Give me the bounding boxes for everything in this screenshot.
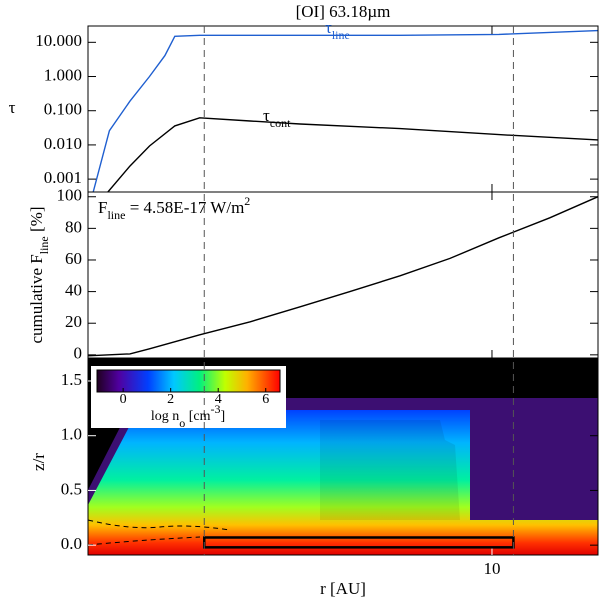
annotation-part: F (98, 198, 107, 217)
colorbar (96, 369, 281, 393)
y-axis-label-part: [%] (27, 207, 46, 237)
x-tick-label: 10 (483, 559, 500, 578)
y-tick-label: 0.0 (61, 534, 82, 553)
colorbar-label-part: ] (220, 409, 225, 424)
y-tick-label: 0.010 (44, 134, 82, 153)
series-label-part: τ (263, 106, 270, 125)
panel-frame (87, 357, 599, 556)
x-axis-label: r [AU] (320, 579, 366, 598)
y-tick-label: 80 (65, 217, 82, 236)
y-axis-label-part: cumulative F (27, 254, 46, 343)
annotation-part: 2 (244, 194, 250, 208)
series-label-part: τ (325, 18, 332, 37)
y-axis-label: z/r (29, 453, 48, 471)
y-tick-label: 10.000 (35, 31, 82, 50)
contour (88, 536, 201, 546)
colorbar-tick-label: 4 (215, 392, 222, 407)
line (88, 196, 598, 357)
map-region (88, 410, 598, 555)
series-label-part: line (332, 28, 350, 42)
chart-title: [OI] 63.18µm (296, 2, 391, 21)
map-region (320, 420, 460, 520)
colorbar-label-part: -3 (210, 402, 220, 416)
contour (88, 519, 231, 531)
colorbar-tick-label: 0 (120, 392, 127, 407)
y-tick-label: 40 (65, 281, 82, 300)
colorbar-label: log no [cm-3] (151, 402, 225, 430)
line (92, 29, 598, 192)
y-axis-label-part: line (37, 236, 51, 254)
y-tick-label: 0.5 (61, 479, 82, 498)
annotation: Fline = 4.58E-17 W/m2 (98, 194, 250, 222)
colorbar-tick-label: 2 (167, 392, 174, 407)
y-tick-label: 0.100 (44, 100, 82, 119)
y-axis-label: cumulative Fline [%] (27, 207, 51, 344)
y-tick-label: 100 (57, 186, 83, 205)
y-tick-label: 1.5 (61, 370, 82, 389)
colorbar-label-part: log n (151, 409, 179, 424)
y-tick-label: 1.000 (44, 65, 82, 84)
y-tick-label: 1.0 (61, 425, 82, 444)
annotation-part: = 4.58E-17 W/m (125, 198, 244, 217)
series-label: τline (325, 18, 350, 42)
colorbar-tick-label: 6 (262, 392, 269, 407)
line (107, 117, 598, 192)
annotation-part: line (107, 208, 125, 222)
y-tick-label: 20 (65, 312, 82, 331)
panel-frame (87, 25, 599, 193)
colorbar-label-part: o (179, 416, 185, 430)
y-tick-label: 0 (74, 344, 83, 363)
series-label-part: cont (270, 116, 291, 130)
y-axis-label: τ (9, 98, 16, 117)
colorbar-label-part: [cm (185, 409, 210, 424)
y-tick-label: 0.001 (44, 168, 82, 187)
series-label: τcont (263, 106, 291, 130)
y-tick-label: 60 (65, 249, 82, 268)
